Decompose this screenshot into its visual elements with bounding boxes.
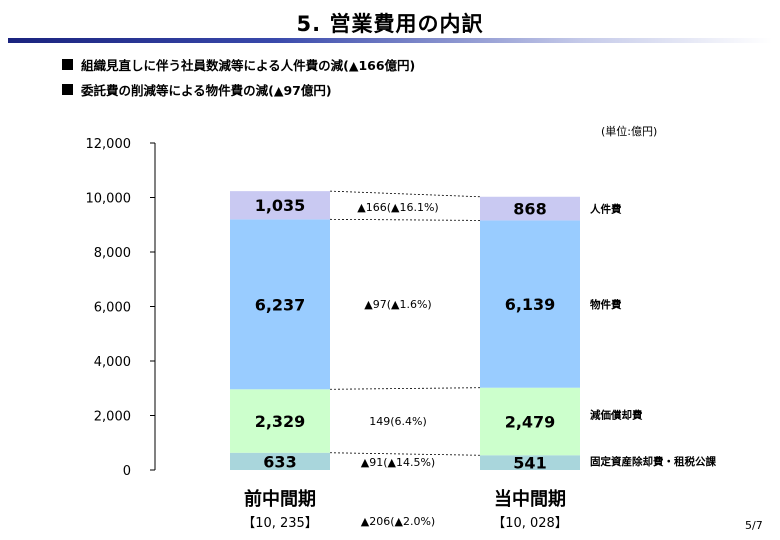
data-label: 541 — [513, 454, 546, 473]
x-category-label: 当中間期 — [494, 488, 566, 510]
bullet-personnel: 組織見直しに伴う社員数減等による人件費の減(▲166億円) — [62, 55, 415, 74]
bullet-square-icon — [62, 59, 73, 70]
change-annotation: ▲91(▲14.5%) — [361, 456, 435, 469]
connector-line — [329, 218, 481, 221]
bullet-text: 組織見直しに伴う社員数減等による人件費の減(▲166億円) — [81, 58, 416, 73]
change-annotation: 149(6.4%) — [369, 415, 427, 428]
bar-segment — [230, 219, 330, 390]
bar-segment — [480, 220, 580, 388]
data-label: 868 — [513, 200, 546, 219]
data-label: 633 — [263, 452, 296, 471]
y-tick-label: 0 — [123, 464, 131, 479]
connector-line — [329, 190, 481, 198]
legend-label: 人件費 — [590, 203, 622, 216]
bar-segment — [480, 196, 580, 221]
data-label: 2,479 — [505, 412, 556, 431]
data-label: 2,329 — [255, 412, 306, 431]
bullet-square-icon — [62, 84, 73, 95]
y-tick-label: 8,000 — [94, 246, 131, 261]
bar-segment — [480, 387, 580, 456]
change-annotation: ▲166(▲16.1%) — [357, 201, 438, 214]
y-tick-label: 10,000 — [86, 192, 132, 207]
data-label: 1,035 — [255, 196, 306, 215]
bar-segment — [230, 452, 330, 470]
title-rule — [8, 38, 772, 43]
legend-label: 減価償却費 — [590, 408, 643, 421]
connector-line — [329, 452, 481, 456]
page-title: 5. 営業費用の内訳 — [296, 12, 484, 36]
connector-line — [329, 387, 481, 390]
legend-label: 固定資産除却費・租税公課 — [590, 455, 716, 468]
bullet-text: 委託費の削減等による物件費の減(▲97億円) — [81, 83, 332, 98]
bar-segment — [480, 455, 580, 470]
bar-segment — [230, 389, 330, 453]
y-tick-label: 4,000 — [94, 355, 131, 370]
x-category-label: 前中間期 — [244, 488, 316, 510]
bullet-goods: 委託費の削減等による物件費の減(▲97億円) — [62, 80, 332, 99]
category-total: 【10, 235】 — [242, 516, 318, 531]
category-total: 【10, 028】 — [492, 516, 568, 531]
unit-note: (単位:億円) — [601, 125, 658, 138]
bar-segment — [230, 191, 330, 220]
legend-label: 物件費 — [590, 298, 622, 311]
total-change-annotation: ▲206(▲2.0%) — [361, 515, 435, 528]
change-annotation: ▲97(▲1.6%) — [364, 298, 431, 311]
y-tick-label: 12,000 — [86, 137, 132, 152]
data-label: 6,139 — [505, 295, 556, 314]
page-number: 5/7 — [745, 519, 763, 532]
y-tick-label: 6,000 — [94, 301, 131, 316]
y-tick-label: 2,000 — [94, 410, 131, 425]
data-label: 6,237 — [255, 295, 306, 314]
